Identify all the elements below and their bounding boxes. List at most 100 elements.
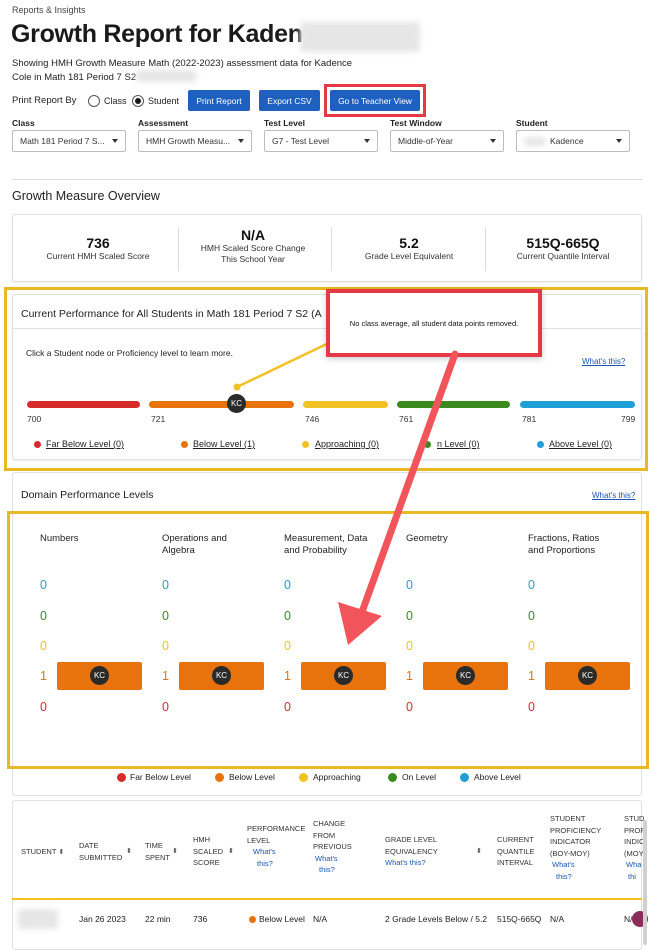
chevron-down-icon [490,139,496,143]
below-level-dot [249,916,256,923]
breadcrumb[interactable]: Reports & Insights [12,5,86,15]
class-radio[interactable] [88,95,100,107]
whats-this-link[interactable]: this? [257,858,273,868]
approaching-legend[interactable]: Approaching (0) [315,439,380,449]
col-header-performance[interactable]: PERFORMANCE LEVEL What's this? [247,823,305,869]
on-level-dot [388,773,397,782]
col-header-change[interactable]: CHANGE FROM PREVIOUS What's this? [313,818,352,876]
header-text: PROFICIENCY [550,825,602,835]
scrollbar[interactable] [643,820,647,945]
domain-count-below: 1 [406,669,413,683]
sort-icon[interactable]: ⬍ [58,849,65,856]
below-legend[interactable]: Below Level (1) [193,439,256,449]
assessment-select[interactable]: HMH Growth Measu... [138,130,252,152]
sort-icon[interactable]: ⬍ [172,848,178,855]
class-filter-label: Class [12,118,35,128]
domain-count-on-level: 0 [162,609,169,623]
col-header-grade[interactable]: GRADE LEVEL EQUIVALENCY What's this? [385,834,438,869]
domain-count-approaching: 0 [284,639,291,653]
col-header-spi[interactable]: STUDENT PROFICIENCY INDICATOR (BOY-MOY) What… [550,813,601,882]
cell-time: 22 min [145,914,171,924]
student-node-kc[interactable]: KC [212,666,231,685]
col-header-time[interactable]: TIME SPENT [145,840,170,863]
above-dot [460,773,469,782]
col-header-spi-moy[interactable]: STUD PROF INDIC (MOY Wha thi [624,813,650,882]
below-legend: Below Level [229,772,275,782]
whats-this-link[interactable]: this? [556,871,572,881]
window-select[interactable]: Middle-of-Year [390,130,504,152]
sort-icon[interactable]: ⬍ [126,848,132,855]
print-report-button[interactable]: Print Report [188,90,250,111]
whats-this-link[interactable]: thi [628,871,636,881]
redacted-student [18,909,58,929]
assessment-select-value: HMH Growth Measu... [146,136,231,146]
header-text: STUD [624,814,645,823]
student-node-kc[interactable]: KC [227,394,246,413]
divider [178,227,179,271]
whats-this-link[interactable]: What's this? [385,858,426,867]
student-node-kc[interactable]: KC [90,666,109,685]
student-radio[interactable] [132,95,144,107]
header-text: SCALED [193,846,224,856]
header-text: (MOY [624,848,644,858]
redacted-subtitle [136,70,196,82]
window-select-value: Middle-of-Year [398,136,453,146]
table-card [12,800,642,950]
col-header-student[interactable]: STUDENT ⬍ [21,846,64,859]
whats-this-link[interactable]: this? [319,865,335,874]
stat-label: Grade Level Equivalent [364,251,454,261]
on-level-legend[interactable]: n Level (0) [437,439,480,449]
domain-title: Domain Performance Levels [21,489,154,501]
domain-count-below: 1 [40,669,47,683]
below-dot [181,441,188,448]
whats-this-link[interactable]: What's [253,847,276,856]
stat-label: Current HMH Scaled Score [46,251,150,261]
student-filter-label: Student [516,118,548,128]
above-bar[interactable] [520,401,635,408]
table-row[interactable]: Jan 26 2023 22 min 736 Below Level N/A 2… [12,903,642,939]
header-text: PROF [624,825,645,835]
col-header-quantile[interactable]: CURRENT QUANTILE INTERVAL [497,834,535,869]
approaching-bar[interactable] [303,401,388,408]
class-select-value: Math 181 Period 7 S... [20,136,105,146]
stat-grade-equivalent: 5.2 Grade Level Equivalent [331,235,487,262]
class-select[interactable]: Math 181 Period 7 S... [12,130,126,152]
whats-this-link[interactable]: What's this? [592,491,636,500]
cell-level: Below Level [259,914,305,924]
teacher-view-highlight [324,84,426,117]
redacted-name [300,22,420,52]
far-below-bar[interactable] [27,401,140,408]
on-level-bar[interactable] [397,401,510,408]
whats-this-link[interactable]: What's this? [582,357,626,366]
whats-this-link[interactable]: What's [552,860,575,869]
student-radio-label[interactable]: Student [148,96,180,106]
divider [12,179,642,180]
student-node-kc[interactable]: KC [334,666,353,685]
domain-count-on-level: 0 [284,609,291,623]
testlevel-select[interactable]: G7 - Test Level [264,130,378,152]
header-text: CHANGE [313,819,346,828]
domain-title-line: and Proportions [528,545,596,556]
sort-icon[interactable]: ⬍ [476,848,482,855]
col-header-hmh-score[interactable]: HMH SCALED SCORE [193,834,223,869]
domain-count-far-below: 0 [528,700,535,714]
student-select[interactable]: Kadence [516,130,630,152]
below-bar[interactable] [149,401,294,408]
domain-count-below: 1 [528,669,535,683]
whats-this-link[interactable]: Wha [626,860,642,869]
domain-count-far-below: 0 [406,700,413,714]
stat-current-score: 736 Current HMH Scaled Score [13,235,183,262]
teacher-view-button[interactable]: Go to Teacher View [330,90,420,111]
col-header-date[interactable]: DATE SUBMITTED [79,840,122,863]
student-node-kc[interactable]: KC [456,666,475,685]
sort-icon[interactable]: ⬍ [228,848,234,855]
far-below-legend[interactable]: Far Below Level (0) [46,439,125,449]
class-radio-label[interactable]: Class [104,96,127,106]
header-text: PERFORMANCE [247,824,306,833]
export-csv-button[interactable]: Export CSV [259,90,320,111]
whats-this-link[interactable]: What's [315,853,338,863]
above-legend[interactable]: Above Level (0) [549,439,613,449]
domain-count-on-level: 0 [528,609,535,623]
header-text: DATE [79,841,99,850]
student-node-kc[interactable]: KC [578,666,597,685]
